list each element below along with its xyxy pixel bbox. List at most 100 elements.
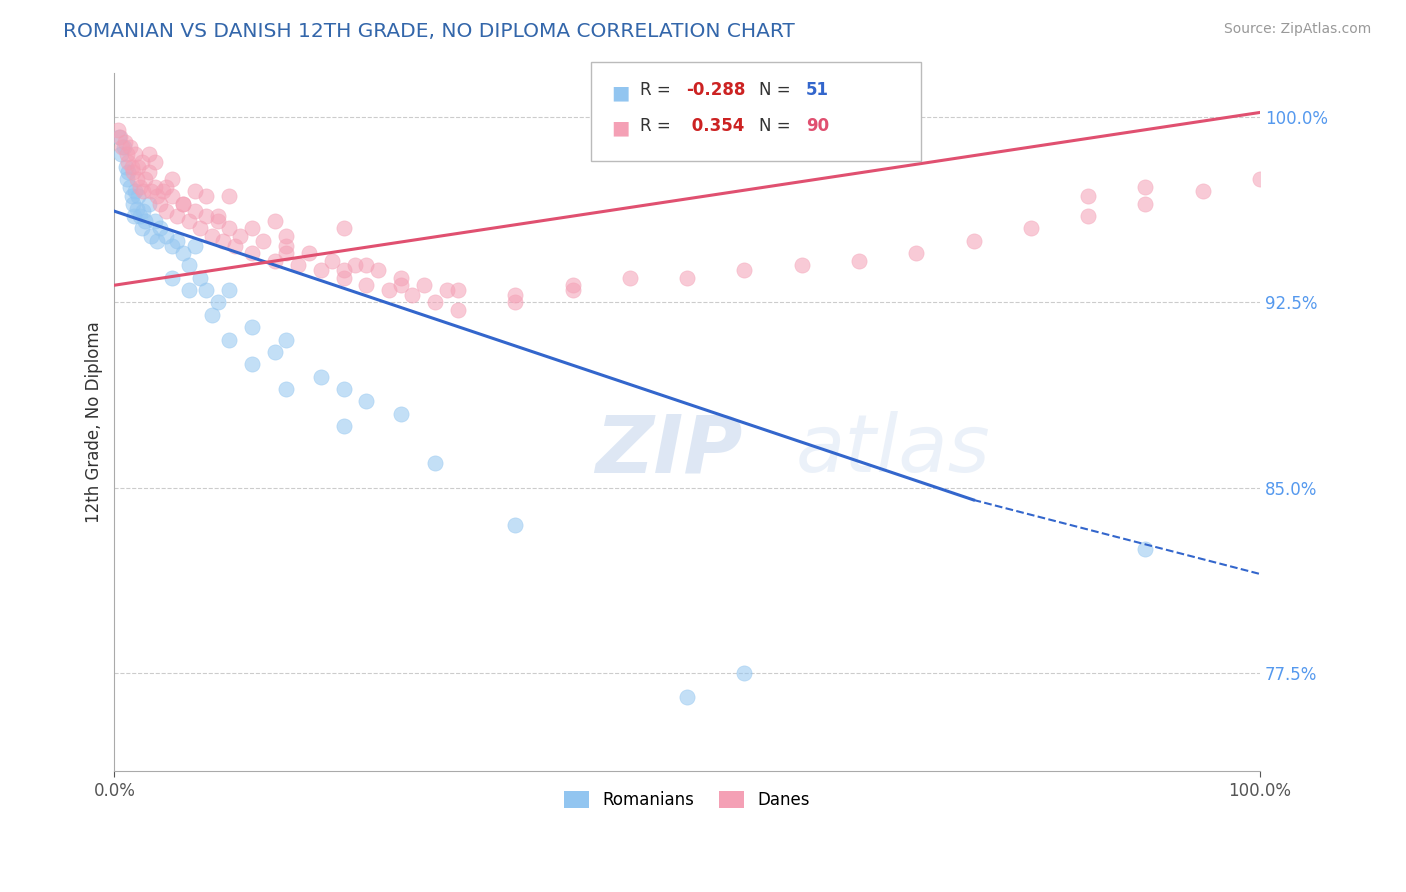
Point (207, 214, 229, 228)
Point (177, 283, 200, 297)
Point (152, 185, 174, 199)
Point (619, 270, 641, 285)
Text: 0.354: 0.354 (686, 117, 745, 135)
Point (332, 418, 354, 433)
Point (155, 179, 177, 194)
Point (183, 238, 205, 252)
Point (107, 122, 129, 136)
Point (447, 302, 470, 317)
Point (139, 228, 162, 243)
Point (166, 209, 188, 223)
Point (160, 238, 183, 252)
Point (240, 221, 263, 235)
Point (115, 160, 138, 174)
Point (505, 517, 527, 532)
Point (127, 160, 149, 174)
Point (218, 333, 240, 347)
Point (1135, 179, 1157, 194)
Point (138, 164, 160, 178)
Point (412, 278, 434, 293)
Text: ■: ■ (612, 119, 630, 137)
Point (676, 270, 699, 285)
Point (332, 263, 354, 277)
Text: 90: 90 (806, 117, 828, 135)
Point (160, 172, 183, 186)
Point (177, 259, 200, 273)
Point (962, 234, 984, 248)
Text: atlas: atlas (796, 411, 991, 489)
Point (263, 344, 285, 359)
Point (309, 369, 332, 384)
Point (114, 135, 136, 149)
Point (276, 246, 298, 260)
Point (149, 196, 172, 211)
Point (332, 382, 354, 396)
Y-axis label: 12th Grade, No Diploma: 12th Grade, No Diploma (86, 321, 103, 523)
Point (132, 204, 155, 219)
Point (155, 204, 177, 219)
Point (218, 189, 240, 203)
Point (155, 228, 177, 243)
Point (1019, 221, 1042, 235)
Point (177, 214, 200, 228)
Point (240, 320, 263, 334)
Point (212, 234, 235, 248)
Point (276, 333, 298, 347)
Point (138, 196, 160, 211)
Point (131, 221, 153, 235)
Point (122, 209, 145, 223)
Point (905, 246, 928, 260)
Point (128, 179, 150, 194)
Point (160, 270, 183, 285)
Point (183, 185, 205, 199)
Point (110, 147, 132, 161)
Point (218, 221, 240, 235)
Point (332, 270, 354, 285)
Point (240, 357, 263, 371)
Point (389, 270, 412, 285)
Point (121, 164, 143, 178)
Text: N =: N = (759, 117, 796, 135)
Point (229, 228, 252, 243)
Point (120, 179, 142, 194)
Point (1135, 196, 1157, 211)
Point (124, 185, 146, 199)
Text: ROMANIAN VS DANISH 12TH GRADE, NO DIPLOMA CORRELATION CHART: ROMANIAN VS DANISH 12TH GRADE, NO DIPLOM… (63, 22, 794, 41)
Point (117, 154, 139, 169)
Point (332, 221, 354, 235)
Point (1191, 185, 1213, 199)
Point (188, 270, 211, 285)
Point (143, 179, 166, 194)
Point (160, 189, 183, 203)
Point (139, 185, 162, 199)
Point (298, 246, 321, 260)
Point (172, 196, 194, 211)
Text: R =: R = (640, 117, 676, 135)
Point (207, 295, 229, 310)
Point (188, 221, 211, 235)
Point (240, 246, 263, 260)
Point (309, 263, 332, 277)
Point (108, 130, 131, 145)
Point (112, 140, 135, 154)
Point (447, 283, 470, 297)
Point (201, 308, 224, 322)
Point (733, 665, 755, 680)
Point (790, 259, 813, 273)
Point (115, 172, 138, 186)
Point (276, 382, 298, 396)
Point (127, 202, 149, 216)
Point (389, 278, 412, 293)
Point (134, 214, 156, 228)
Point (143, 214, 166, 228)
Point (207, 209, 229, 223)
Point (263, 253, 285, 268)
Point (131, 154, 153, 169)
Point (120, 140, 142, 154)
Point (111, 140, 134, 154)
Point (676, 690, 699, 705)
Point (134, 172, 156, 186)
Point (401, 288, 423, 302)
Point (195, 283, 218, 297)
Text: -0.288: -0.288 (686, 81, 745, 99)
